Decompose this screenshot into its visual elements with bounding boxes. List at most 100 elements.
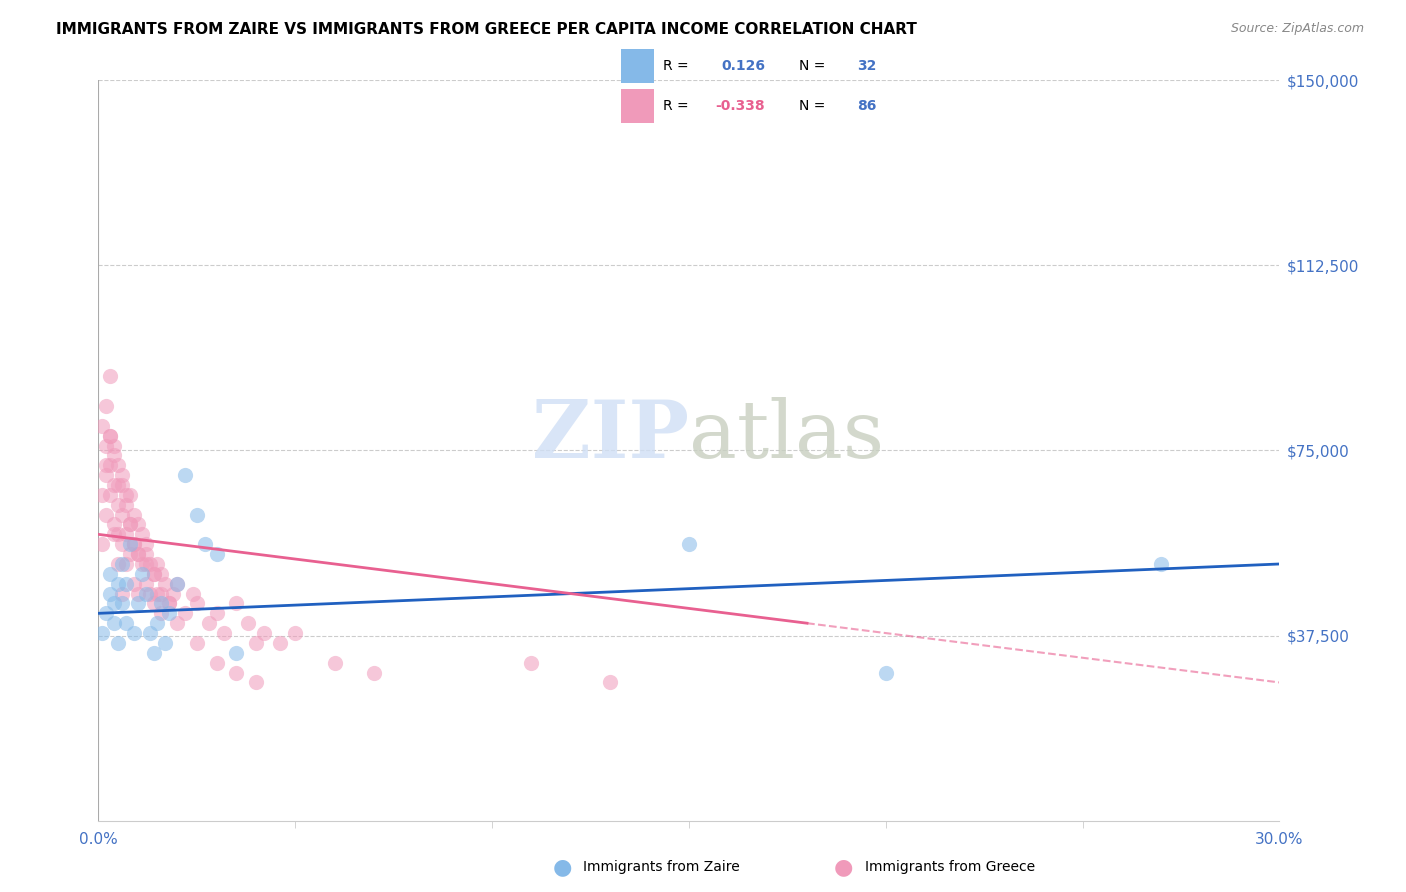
Point [225,646,247,660]
FancyBboxPatch shape [621,88,654,122]
Point [875,665,897,680]
Point [107,576,129,591]
Point [91,537,114,551]
Text: R =: R = [664,99,689,112]
Point [91,418,114,433]
Text: ●: ● [553,857,572,877]
Point [111,597,134,611]
Point [131,566,153,581]
Point [323,656,346,670]
Point [150,607,173,621]
Point [146,557,169,571]
Point [115,557,138,571]
Point [127,597,149,611]
Point [103,478,125,492]
Text: 32: 32 [858,59,877,73]
Point [127,547,149,561]
Text: atlas: atlas [689,397,884,475]
Point [96,438,118,452]
Point [122,626,145,640]
Point [115,498,138,512]
Point [599,675,621,690]
Point [118,537,141,551]
Point [107,527,129,541]
Point [174,607,197,621]
Point [107,557,129,571]
Point [111,508,134,522]
Point [142,566,165,581]
Point [138,626,160,640]
Point [103,517,125,532]
Point [98,369,121,384]
Point [135,557,157,571]
Point [166,576,188,591]
Point [115,527,138,541]
Point [98,566,121,581]
Text: 0.126: 0.126 [721,59,765,73]
Point [103,597,125,611]
Point [205,656,228,670]
Point [111,586,134,600]
Point [96,468,118,483]
Text: ZIP: ZIP [531,397,689,475]
Point [98,428,121,442]
Point [142,566,165,581]
Text: R =: R = [664,59,689,73]
Point [127,547,149,561]
Point [111,537,134,551]
Point [236,616,259,631]
Point [150,566,173,581]
Point [678,537,700,551]
Point [122,508,145,522]
Point [253,626,276,640]
Point [103,449,125,463]
Point [142,646,165,660]
Point [118,517,141,532]
Point [91,488,114,502]
Text: Immigrants from Zaire: Immigrants from Zaire [583,860,740,874]
Point [225,665,247,680]
Point [122,576,145,591]
Point [135,586,157,600]
Point [122,537,145,551]
Point [157,597,180,611]
Point [214,626,236,640]
Text: -0.338: -0.338 [716,99,765,112]
Point [118,488,141,502]
Point [127,586,149,600]
Point [269,636,291,650]
Point [107,458,129,473]
Point [166,576,188,591]
Point [150,597,173,611]
Text: 86: 86 [858,99,877,112]
Point [91,626,114,640]
Point [155,576,177,591]
Point [131,527,153,541]
Point [131,557,153,571]
Point [245,636,267,650]
Point [115,616,138,631]
Point [138,557,160,571]
Point [146,616,169,631]
Point [150,586,173,600]
Point [284,626,307,640]
Point [98,458,121,473]
Point [157,597,180,611]
Point [115,488,138,502]
Point [157,607,180,621]
Point [96,458,118,473]
Point [103,527,125,541]
Point [127,517,149,532]
Point [162,586,184,600]
Point [520,656,543,670]
Point [96,607,118,621]
Point [115,576,138,591]
Text: ●: ● [834,857,853,877]
Point [225,597,247,611]
Text: N =: N = [799,59,825,73]
Point [118,517,141,532]
Text: N =: N = [799,99,825,112]
Point [186,508,208,522]
Point [111,478,134,492]
Point [107,498,129,512]
